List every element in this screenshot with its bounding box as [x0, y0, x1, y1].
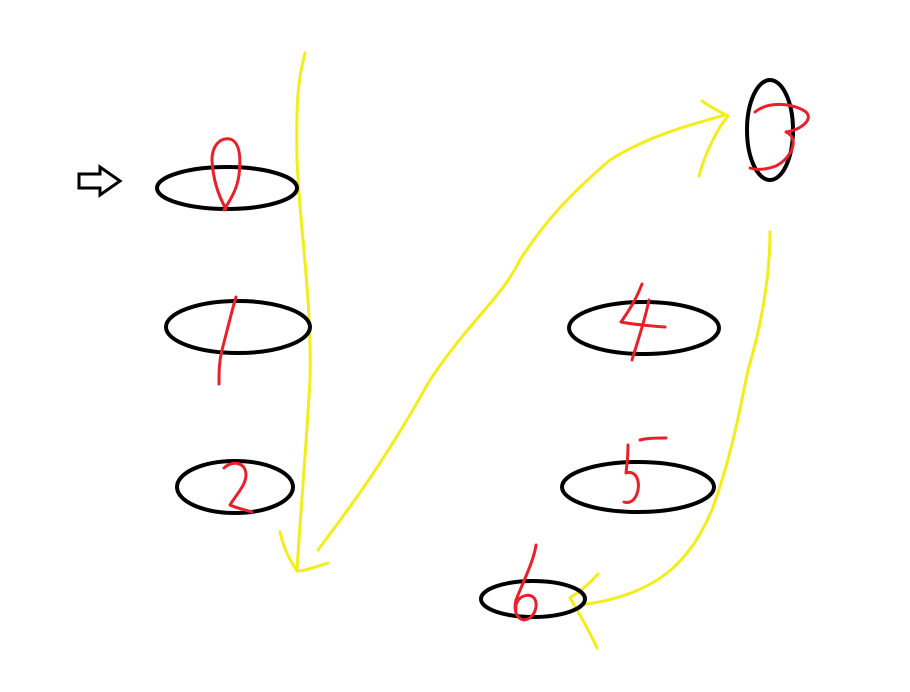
node-5-handwriting: [622, 436, 668, 504]
node-2: 2: [175, 459, 295, 515]
node-1-label: 1: [238, 332, 239, 334]
node-4: 4: [567, 282, 721, 362]
node-3-ellipse: [745, 78, 795, 182]
node-3-handwriting: [748, 103, 810, 171]
node-5: 5: [560, 436, 716, 514]
node-0: 0: [155, 137, 299, 212]
path-segments: [278, 51, 772, 650]
hollow-right-arrow-icon: [77, 164, 123, 198]
node-1: 1: [164, 295, 312, 386]
node-1-handwriting: [217, 295, 238, 386]
node-3-label: 3: [770, 135, 771, 137]
node-1-ellipse: [164, 299, 312, 355]
node-4-label: 4: [644, 333, 645, 335]
path-segment-0-to-2: [295, 51, 312, 572]
arrowhead-at-3: [697, 99, 730, 178]
node-2-ellipse: [175, 459, 295, 515]
arrowhead-at-6: [568, 572, 600, 650]
arrowhead-at-2: [278, 530, 330, 573]
node-6-handwriting: [513, 543, 538, 622]
node-3: 3: [745, 78, 810, 182]
node-4-ellipse: [567, 300, 721, 356]
node-0-label: 0: [227, 193, 228, 195]
node-6: 6: [479, 543, 587, 622]
node-5-ellipse: [560, 460, 716, 514]
path-segment-3-to-6: [578, 230, 772, 607]
node-2-label: 2: [235, 492, 236, 494]
path-segment-2-to-3: [316, 113, 727, 552]
node-2-handwriting: [222, 461, 254, 514]
node-4-handwriting: [619, 282, 667, 362]
node-6-label: 6: [533, 604, 534, 606]
node-0-handwriting: [210, 137, 242, 212]
